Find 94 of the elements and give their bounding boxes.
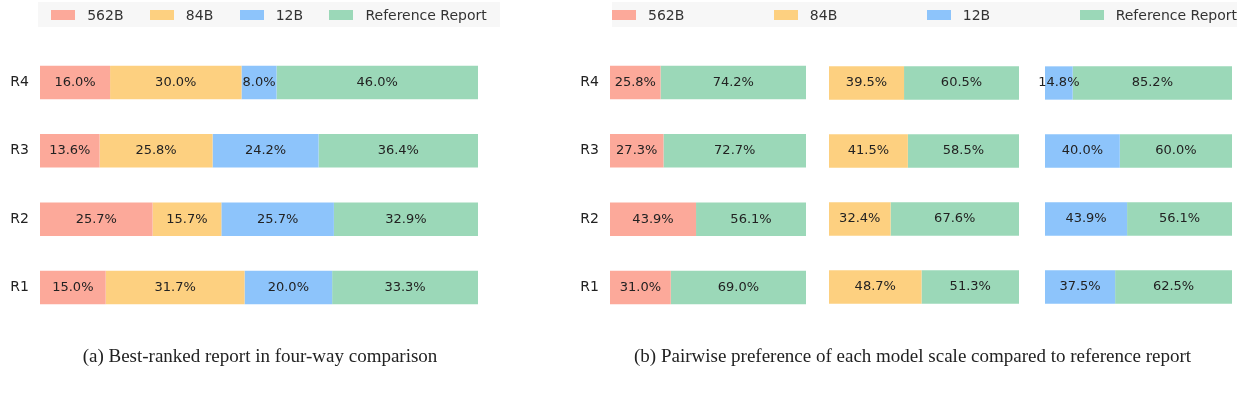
data-label: 60.5%	[940, 74, 983, 90]
y-tick-label: R2	[10, 209, 29, 226]
bar	[829, 134, 908, 168]
y-tick-label: R3	[580, 141, 599, 158]
legend-label: Reference Report	[365, 6, 487, 23]
bar	[212, 134, 319, 168]
data-label: 31.7%	[154, 278, 196, 294]
bar	[1045, 202, 1128, 236]
data-label: 15.0%	[52, 278, 94, 294]
legend-label: 562B	[648, 6, 685, 23]
data-label: 25.7%	[75, 210, 117, 226]
data-label: 60.0%	[1155, 142, 1197, 158]
data-label: 32.4%	[839, 210, 881, 226]
y-tick-label: R1	[10, 278, 29, 295]
bar	[332, 270, 478, 305]
data-label: 14.8%	[1038, 74, 1080, 90]
bar	[1127, 202, 1232, 236]
data-label: 24.2%	[244, 142, 287, 158]
data-label: 25.8%	[614, 73, 656, 89]
bar	[696, 202, 806, 236]
data-label: 33.3%	[384, 278, 426, 294]
bar	[663, 134, 806, 168]
data-label: 56.1%	[730, 210, 772, 226]
bar	[110, 65, 242, 100]
data-label: 13.6%	[49, 142, 91, 158]
legend-label: 12B	[275, 6, 304, 23]
legend-label: 84B	[809, 6, 838, 23]
data-label: 51.3%	[949, 278, 991, 294]
bar	[1119, 134, 1232, 168]
bar	[610, 134, 664, 168]
bar	[890, 202, 1019, 236]
legend-label: 84B	[185, 6, 214, 23]
data-label: 72.7%	[714, 142, 756, 158]
data-label: 32.9%	[385, 210, 427, 226]
data-label: 40.0%	[1061, 142, 1104, 158]
data-label: 20.0%	[267, 278, 309, 294]
data-label: 58.5%	[942, 142, 985, 158]
data-label: 25.7%	[256, 210, 299, 226]
data-label: 8.0%	[242, 73, 276, 89]
data-label: 36.4%	[377, 142, 419, 158]
bar	[244, 270, 333, 305]
data-label: 62.5%	[1152, 278, 1195, 294]
bar	[221, 202, 334, 236]
bar	[921, 270, 1019, 304]
data-label: 41.5%	[847, 142, 890, 158]
data-label: 31.0%	[619, 278, 662, 294]
text: (a) Best-ranked report in four-way comparison	[81, 345, 439, 366]
bar	[1045, 270, 1116, 304]
text: (b) Pairwise preference of each model scale compared to reference report	[633, 345, 1192, 366]
bar	[152, 202, 222, 236]
bar	[907, 134, 1019, 168]
bar	[318, 134, 478, 168]
bar	[610, 270, 671, 305]
bar	[829, 270, 922, 304]
data-label: 69.0%	[717, 278, 760, 294]
y-tick-label: R4	[10, 73, 30, 90]
data-label: 15.7%	[166, 210, 208, 226]
y-tick-label: R3	[10, 141, 29, 158]
data-label: 56.1%	[1158, 210, 1201, 226]
bar	[276, 65, 478, 100]
data-label: 39.5%	[845, 74, 888, 90]
bar	[1045, 134, 1120, 168]
bar	[105, 270, 245, 305]
legend-label: Reference Report	[1115, 6, 1237, 23]
y-tick-label: R1	[580, 278, 599, 295]
data-label: 37.5%	[1059, 278, 1101, 294]
legend-label: 562B	[87, 6, 124, 23]
data-label: 48.7%	[854, 278, 896, 294]
bar	[40, 270, 106, 305]
data-label: 27.3%	[616, 142, 658, 158]
data-label: 30.0%	[155, 73, 197, 89]
data-label: 25.8%	[135, 142, 177, 158]
legend-label: 12B	[962, 6, 991, 23]
data-label: 67.6%	[934, 210, 976, 226]
bar	[99, 134, 213, 168]
y-tick-label: R2	[580, 209, 599, 226]
bar	[333, 202, 478, 236]
bar	[40, 134, 100, 168]
bar	[904, 66, 1019, 100]
bar	[1115, 270, 1232, 304]
bar	[40, 202, 153, 236]
data-label: 43.9%	[1065, 210, 1107, 226]
bar	[40, 65, 111, 100]
y-tick-label: R4	[580, 73, 600, 90]
bar	[610, 202, 697, 236]
data-label: 16.0%	[54, 73, 96, 89]
data-label: 46.0%	[356, 73, 398, 89]
data-label: 74.2%	[712, 73, 754, 89]
bar	[829, 202, 891, 236]
data-label: 85.2%	[1131, 74, 1173, 90]
bar	[660, 65, 806, 100]
data-label: 43.9%	[632, 210, 674, 226]
bar	[670, 270, 806, 305]
bar	[829, 66, 905, 100]
